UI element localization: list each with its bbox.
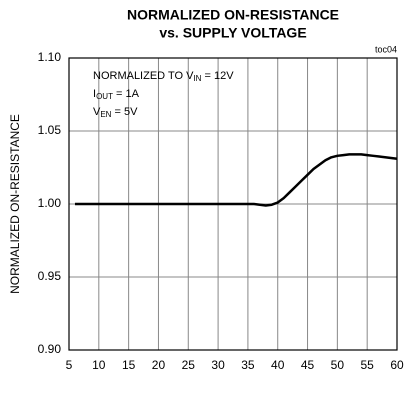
x-tick-label: 30 [211,358,225,372]
chart-title: vs. SUPPLY VOLTAGE [159,25,306,41]
annotation-text: NORMALIZED TO V [93,70,194,82]
annotation-text: = 12V [201,70,234,82]
x-tick-label: 55 [361,358,375,372]
x-tick-label: 35 [241,358,255,372]
data-line [74,153,398,207]
plot-frame [68,57,398,351]
x-tick-label: 25 [182,358,196,372]
annotation-subscript: OUT [96,92,113,101]
annotation-text: = 5V [111,106,138,118]
y-tick-label: 1.05 [38,123,62,137]
annotation-subscript: IN [193,74,201,83]
y-tick-label: 0.90 [38,342,62,356]
y-axis-label: NORMALIZED ON-RESISTANCE [8,114,22,294]
y-tick-label: 0.95 [38,269,62,283]
x-tick-label: 20 [152,358,166,372]
figure-id: toc04 [375,44,397,54]
annotation-subscript: EN [100,110,111,119]
x-tick-label: 45 [301,358,315,372]
x-tick-label: 5 [66,358,73,372]
annotation: VEN = 5V [93,106,138,119]
annotation-text: I [93,88,96,100]
y-tick-label: 1.10 [38,50,62,64]
chart-title: NORMALIZED ON-RESISTANCE [127,7,339,23]
x-tick-label: 50 [331,358,345,372]
annotation-text: V [93,106,101,118]
x-tick-label: 15 [122,358,136,372]
annotation: IOUT = 1A [93,88,140,101]
y-tick-label: 1.00 [38,196,62,210]
annotation: NORMALIZED TO VIN = 12V [93,70,234,83]
x-tick-label: 40 [271,358,285,372]
x-tick-label: 10 [92,358,106,372]
annotation-text: = 1A [113,88,140,100]
x-tick-label: 60 [390,358,404,372]
